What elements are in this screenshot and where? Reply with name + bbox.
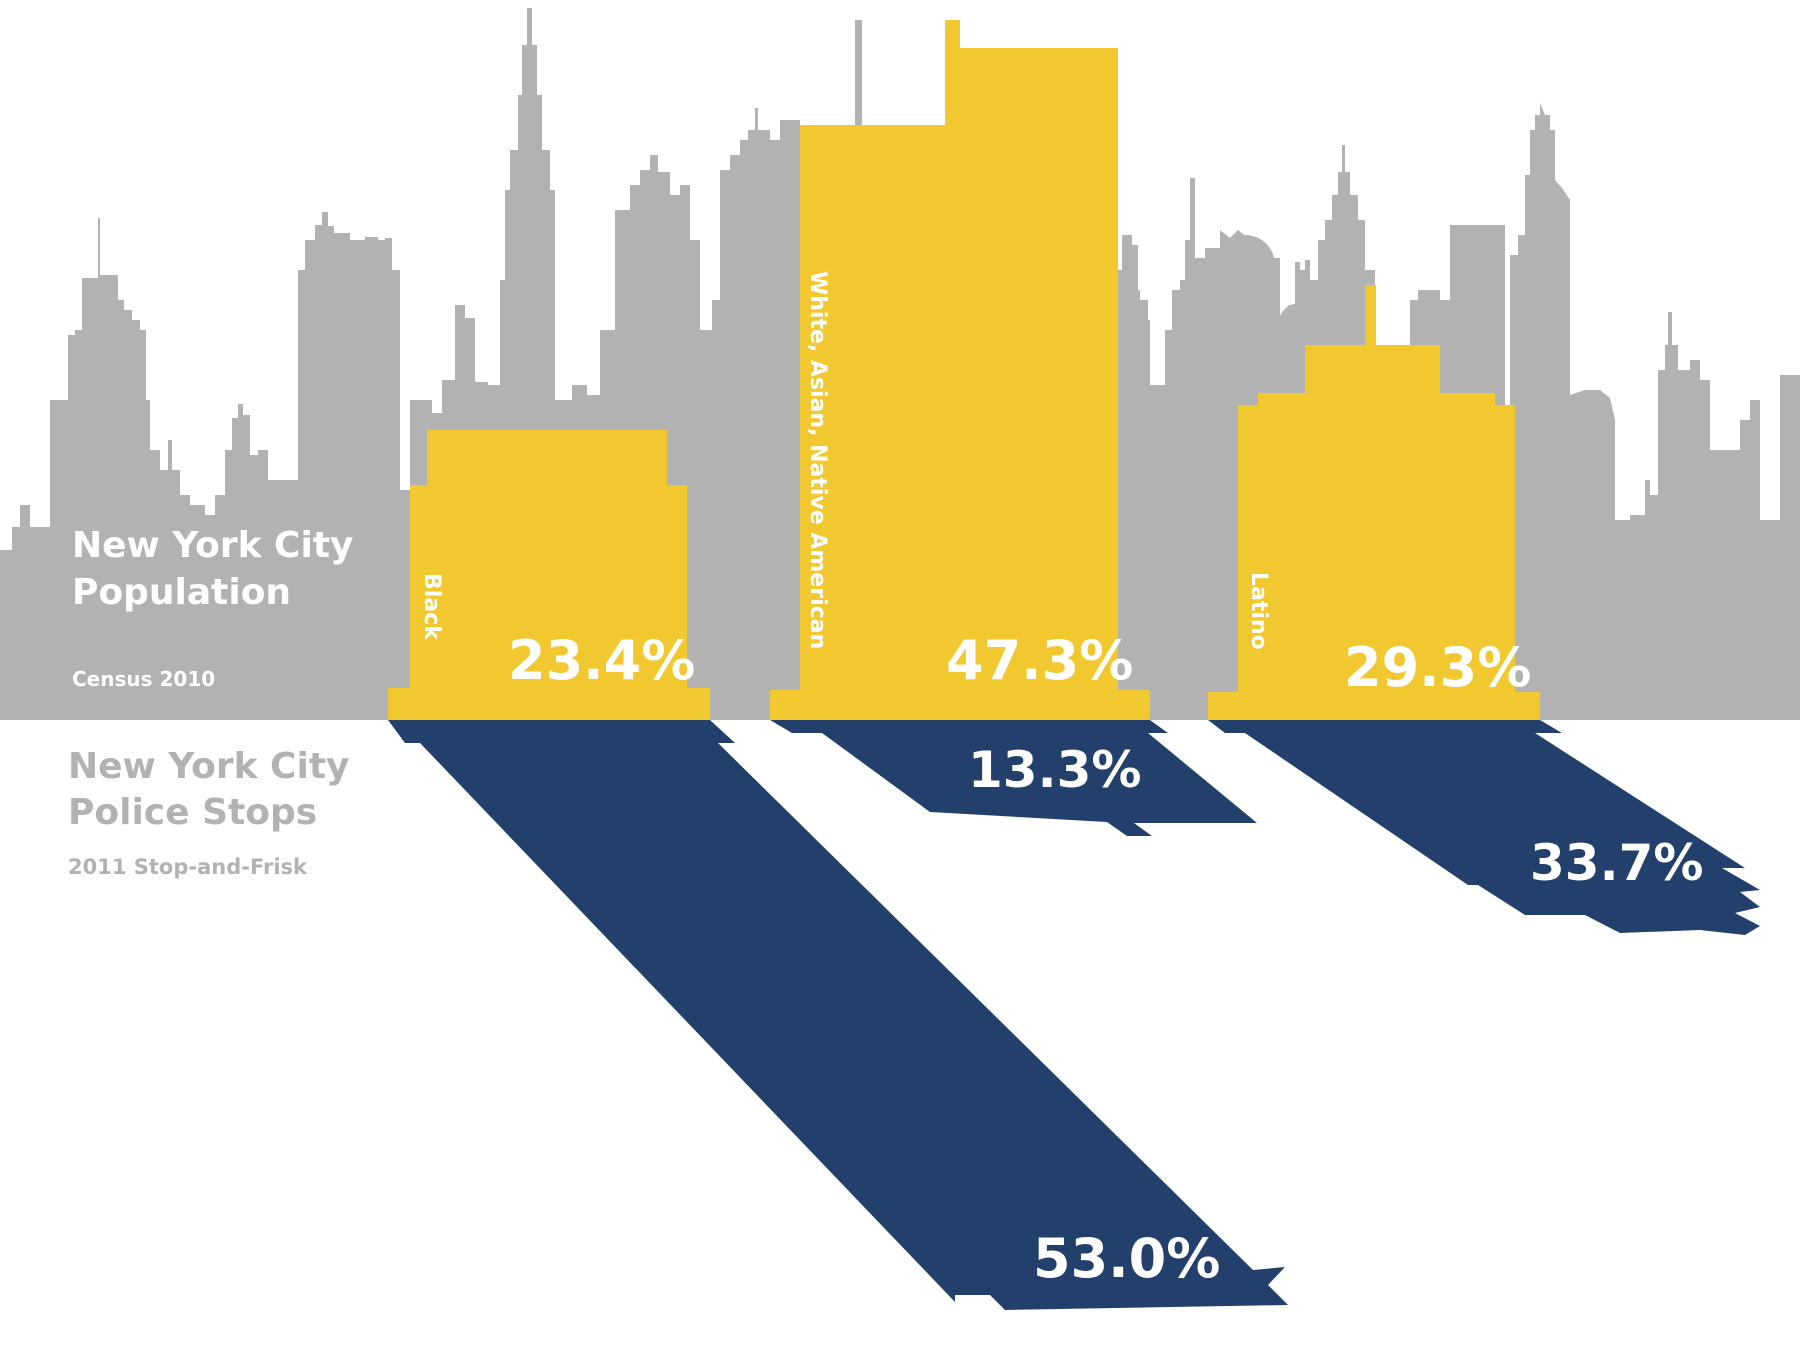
stops-bar-white-asian-native-american <box>770 720 1257 836</box>
stops-title-line1: New York City <box>68 746 350 787</box>
stops-heading: New York City Police Stops 2011 Stop-and… <box>68 746 350 879</box>
category-label-white-asian-native-american: White, Asian, Native American <box>805 271 830 649</box>
population-title-line2: Population <box>72 572 291 613</box>
category-label-black: Black <box>419 573 444 641</box>
stops-bar-latino <box>1208 720 1760 935</box>
police-stop-bars <box>388 720 1760 1310</box>
population-heading: New York City Population Census 2010 <box>72 525 354 691</box>
stops-value-latino: 33.7% <box>1530 834 1703 892</box>
stops-title-line2: Police Stops <box>68 792 317 833</box>
population-source: Census 2010 <box>72 667 215 691</box>
population-value-black: 23.4% <box>508 629 695 692</box>
population-value-latino: 29.3% <box>1344 636 1531 699</box>
population-bar-latino <box>1208 285 1540 720</box>
stops-source: 2011 Stop-and-Frisk <box>68 855 308 879</box>
population-bar-latino-spire <box>1366 285 1376 346</box>
population-value-white-asian-native-american: 47.3% <box>946 629 1133 692</box>
population-bar-white-asian-native-american <box>770 20 1150 720</box>
population-title-line1: New York City <box>72 525 354 566</box>
category-label-latino: Latino <box>1246 572 1271 650</box>
stops-value-white-asian-native-american: 13.3% <box>968 741 1141 799</box>
population-bar-black <box>388 430 710 720</box>
stops-bar-black <box>388 720 1288 1310</box>
stops-value-black: 53.0% <box>1033 1227 1220 1290</box>
population-bars <box>388 20 1540 720</box>
